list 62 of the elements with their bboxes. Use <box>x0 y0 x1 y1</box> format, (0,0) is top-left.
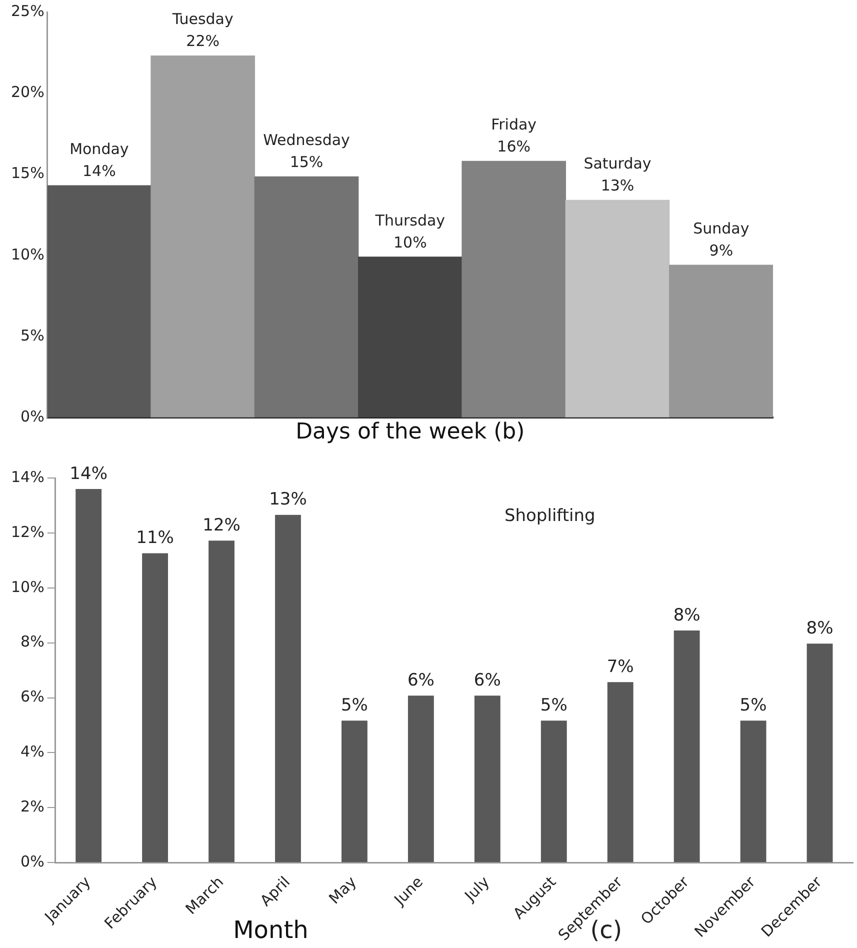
y-tick-label: 14% <box>10 468 44 486</box>
data-label: 14% <box>82 162 116 180</box>
data-label: 10% <box>394 233 427 252</box>
y-tick-label: 15% <box>10 164 44 182</box>
data-label: 5% <box>740 696 767 716</box>
bar <box>474 696 500 862</box>
y-tick-label: 20% <box>10 83 44 102</box>
bar <box>740 720 766 862</box>
bar <box>208 540 234 862</box>
data-label: 5% <box>340 696 368 716</box>
x-tick-label: Thursday <box>374 211 446 230</box>
y-tick-label: 25% <box>10 2 44 20</box>
x-tick-label: Friday <box>491 116 537 134</box>
bar <box>540 720 567 862</box>
y-tick-label: 4% <box>20 742 44 761</box>
bar <box>674 630 700 862</box>
bar <box>565 200 670 418</box>
bar <box>669 264 773 418</box>
x-tick-label: Tuesday <box>171 10 234 28</box>
data-label: 22% <box>186 32 220 50</box>
data-label: 9% <box>709 241 734 260</box>
bar <box>607 682 634 862</box>
data-label: 15% <box>290 153 324 172</box>
data-label: 12% <box>202 516 240 536</box>
x-tick-label: Monday <box>70 140 129 158</box>
y-tick-label: 6% <box>20 688 44 706</box>
data-label: 16% <box>497 138 531 156</box>
bar <box>142 553 168 862</box>
bar <box>150 55 255 418</box>
data-label: 7% <box>606 657 634 678</box>
bar <box>462 160 566 418</box>
y-tick-label: 2% <box>20 798 44 816</box>
bar <box>806 644 833 862</box>
bar <box>275 514 301 862</box>
y-tick-label: 8% <box>20 632 44 651</box>
bar <box>342 720 368 862</box>
y-tick-label: 0% <box>20 852 44 871</box>
data-label: 8% <box>806 618 834 639</box>
y-tick-label: 0% <box>20 407 44 426</box>
y-tick-label: 5% <box>20 326 44 344</box>
data-label: 6% <box>407 670 434 691</box>
annotation: Shoplifting <box>504 506 596 526</box>
data-label: 11% <box>136 528 174 548</box>
data-label: 13% <box>269 490 307 510</box>
bar <box>47 185 152 418</box>
y-tick-label: 10% <box>10 245 44 264</box>
x-tick-label: Sunday <box>693 219 750 238</box>
y-tick-label: 10% <box>10 578 44 596</box>
bar <box>76 488 102 862</box>
bar <box>408 696 434 862</box>
data-label: 8% <box>673 605 700 626</box>
x-tick-label: Wednesday <box>263 131 350 150</box>
x-axis-title: Month <box>233 916 308 944</box>
data-label: 6% <box>474 670 501 691</box>
x-axis-title: Days of the week (b) <box>296 420 525 445</box>
data-label: 5% <box>540 696 568 716</box>
x-tick-label: Saturday <box>584 154 652 173</box>
bar <box>254 176 359 418</box>
bar <box>358 256 462 418</box>
data-label: 14% <box>70 464 108 484</box>
y-tick-label: 12% <box>10 522 44 541</box>
data-label: 13% <box>600 176 634 195</box>
